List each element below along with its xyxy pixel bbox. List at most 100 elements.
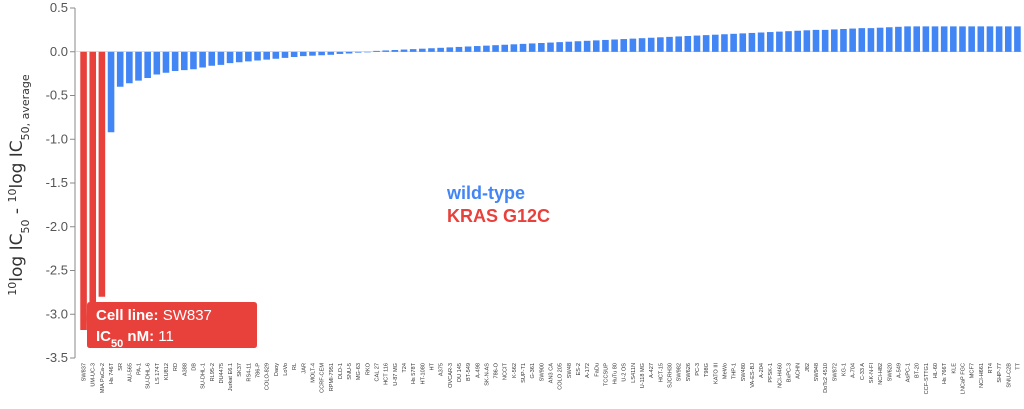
bar-a-427[interactable]	[647, 37, 655, 52]
bar-au-565[interactable]	[126, 51, 133, 84]
bar-su-dhl-6[interactable]	[144, 51, 151, 78]
bar-786-p[interactable]	[254, 51, 261, 61]
bar-sw872[interactable]	[831, 29, 838, 52]
bar-colo-205[interactable]	[556, 42, 563, 52]
bar-sk37[interactable]	[235, 51, 243, 63]
bar-nccit[interactable]	[501, 44, 509, 52]
bar-shp-77[interactable]	[995, 26, 1003, 52]
bar-sup-t1[interactable]	[519, 43, 527, 52]
bar-sw982[interactable]	[675, 36, 682, 52]
bar-kato-iii[interactable]	[712, 34, 719, 52]
bar-sw837[interactable]	[80, 51, 87, 330]
bar-rl95-2[interactable]	[208, 51, 216, 66]
bar-g-361[interactable]	[528, 43, 536, 52]
bar-a-549[interactable]	[895, 26, 902, 52]
bar-rd[interactable]	[171, 51, 179, 71]
bar-sw626[interactable]	[684, 36, 692, 52]
bar-c-33-a[interactable]	[858, 28, 866, 52]
bar-sr[interactable]	[116, 51, 124, 87]
bar-t98g[interactable]	[702, 35, 710, 52]
bar-u-2-os[interactable]	[620, 39, 628, 52]
bar-nci-h82[interactable]	[876, 27, 884, 52]
bar-sk-n-fi[interactable]	[867, 28, 875, 52]
bar-snu-c2b[interactable]	[1004, 26, 1012, 52]
bar-dld-1[interactable]	[336, 51, 344, 54]
bar-k-562[interactable]	[510, 44, 518, 52]
bar-a-172[interactable]	[583, 40, 591, 52]
bar-hs-766t[interactable]	[940, 26, 948, 52]
bar-t24[interactable]	[400, 49, 408, 52]
bar-sw900[interactable]	[538, 43, 545, 52]
bar-kle[interactable]	[950, 26, 957, 52]
bar-aspc-1[interactable]	[904, 26, 911, 52]
bar-rt4[interactable]	[986, 26, 994, 52]
bar-786-o[interactable]	[492, 45, 499, 52]
bar-bt-549[interactable]	[464, 46, 472, 52]
bar-mcf7[interactable]	[968, 26, 975, 52]
bar-mewo[interactable]	[721, 34, 728, 52]
bar-a-498[interactable]	[473, 46, 481, 52]
bar-colo-829[interactable]	[263, 51, 270, 60]
bar-hct-15[interactable]	[657, 37, 664, 52]
bar-hs-746t[interactable]	[107, 51, 115, 133]
bar-tt[interactable]	[1014, 26, 1021, 52]
bar-molt-4[interactable]	[309, 51, 316, 56]
bar-va-es-bj[interactable]	[748, 32, 756, 52]
bar-ccrf-cem[interactable]	[318, 51, 325, 56]
bar-cal-27[interactable]	[373, 50, 380, 52]
bar-sw948[interactable]	[812, 29, 820, 52]
bar-lovo[interactable]	[281, 51, 289, 58]
bar-dotc2-4510[interactable]	[821, 29, 829, 52]
bar-es-2[interactable]	[574, 41, 582, 52]
bar-u-87-mg[interactable]	[391, 50, 399, 52]
bar-hl-60[interactable]	[931, 26, 939, 52]
bar-snu-5[interactable]	[345, 51, 353, 54]
bar-achn[interactable]	[794, 30, 801, 52]
bar-bxpc-3[interactable]	[785, 31, 792, 52]
bar-ls411n[interactable]	[629, 38, 637, 52]
bar-rpmi-7951[interactable]	[327, 51, 335, 55]
bar-mia-paca-2[interactable]	[98, 51, 106, 297]
bar-hutu-80[interactable]	[611, 39, 618, 52]
bar-thp-1[interactable]	[730, 33, 737, 52]
bar-sk-n-as[interactable]	[483, 45, 490, 52]
bar-pc-3[interactable]	[693, 35, 701, 52]
bar-tccsup[interactable]	[602, 39, 609, 52]
bar-um-uc-3[interactable]	[89, 51, 97, 315]
bar-jar[interactable]	[300, 51, 307, 57]
bar-a375[interactable]	[437, 47, 444, 52]
bar-daoy[interactable]	[272, 51, 280, 59]
bar-nci-h661[interactable]	[977, 26, 985, 52]
bar-an3-ca[interactable]	[547, 42, 554, 52]
bar-sjcrh30[interactable]	[666, 36, 673, 52]
bar-a-204[interactable]	[757, 32, 765, 52]
bar-fadu[interactable]	[592, 40, 600, 52]
bar-db[interactable]	[190, 51, 197, 70]
bar-rs4-11[interactable]	[245, 51, 252, 62]
bar-ovcar-3[interactable]	[446, 47, 454, 52]
bar-du4475[interactable]	[217, 51, 225, 65]
bar-hs-578t[interactable]	[409, 49, 417, 52]
bar-sw48[interactable]	[565, 41, 573, 52]
bar-j82[interactable]	[803, 30, 811, 52]
bar-pa-1[interactable]	[135, 51, 142, 81]
bar-ku812[interactable]	[162, 51, 170, 73]
bar-pfsk-1[interactable]	[766, 32, 774, 52]
bar-jurkat-e6-1[interactable]	[226, 51, 234, 64]
bar-hct-116[interactable]	[382, 50, 389, 52]
bar-u-118-mg[interactable]	[638, 38, 646, 52]
bar-bt-20[interactable]	[913, 26, 921, 52]
bar-ht-1080[interactable]	[419, 48, 426, 52]
bar-a-704[interactable]	[849, 28, 856, 52]
bar-rko[interactable]	[364, 51, 371, 53]
bar-mg-63[interactable]	[354, 51, 362, 53]
bar-sw620[interactable]	[885, 27, 893, 52]
bar-lncap-fgc[interactable]	[959, 26, 966, 52]
bar-sw480[interactable]	[739, 33, 747, 52]
bar-kg-1[interactable]	[840, 29, 847, 52]
bar-ccf-sttg1[interactable]	[922, 26, 930, 52]
bar-su-dhl-1[interactable]	[199, 51, 206, 68]
bar-rl[interactable]	[290, 51, 298, 57]
bar-nci-h460[interactable]	[776, 31, 783, 52]
bar-ls-174t[interactable]	[153, 51, 161, 75]
